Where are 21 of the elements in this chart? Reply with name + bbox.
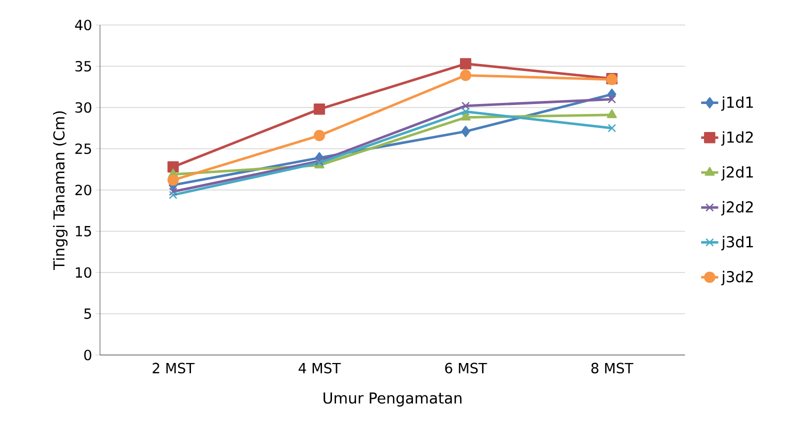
y-tick-label: 30 xyxy=(75,102,92,113)
y-tick-label: 40 xyxy=(75,20,92,30)
y-tick-label: 25 xyxy=(75,143,91,154)
x-tick-label: 8 MST xyxy=(591,362,634,374)
legend-label: j2d1 xyxy=(721,166,753,181)
legend-label: j1d2 xyxy=(721,131,753,146)
y-tick-label: 5 xyxy=(84,308,91,319)
x-tick-label: 2 MST xyxy=(152,362,195,374)
y-tick-label: 15 xyxy=(76,226,91,236)
y-tick-label: 35 xyxy=(75,60,91,72)
y-tick-label: 20 xyxy=(75,184,92,196)
legend-label: j3d1 xyxy=(721,236,753,250)
legend-label: j2d2 xyxy=(721,201,753,216)
y-tick-label: 10 xyxy=(76,267,92,278)
x-tick-label: 4 MST xyxy=(298,362,341,374)
y-tick-label: 0 xyxy=(84,350,92,360)
legend-label: j3d2 xyxy=(721,270,753,286)
x-tick-label: 6 MST xyxy=(445,362,488,374)
y-axis-title: Tinggi Tanaman (Cm) xyxy=(53,111,68,270)
x-axis-title: Umur Pengamatan xyxy=(324,392,462,407)
legend-label: j1d1 xyxy=(721,96,753,111)
